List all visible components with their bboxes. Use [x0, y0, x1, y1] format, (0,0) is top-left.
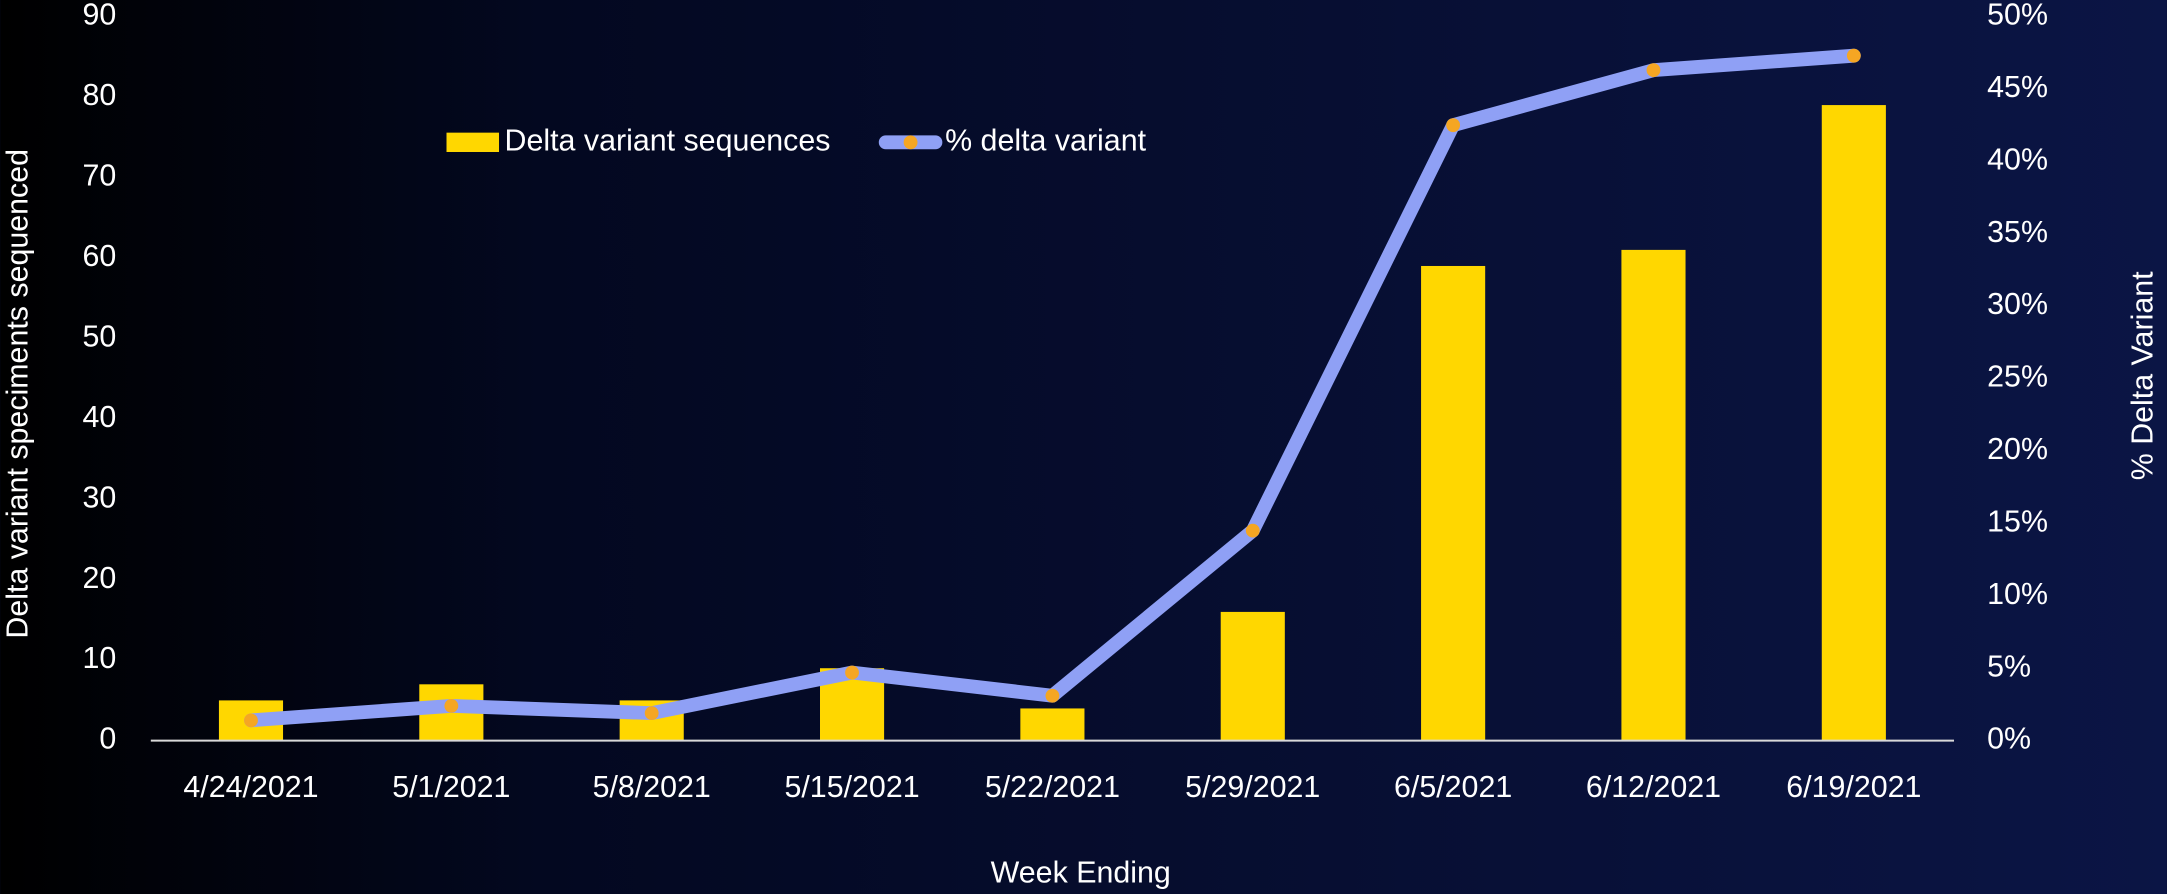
legend-swatch	[446, 132, 500, 152]
x-tick-label: 5/22/2021	[985, 770, 1120, 804]
y-tick-label: 0	[99, 722, 116, 756]
y2-tick-label: 0%	[1987, 722, 2031, 756]
y2-tick-label: 10%	[1987, 577, 2048, 611]
x-tick-label: 5/8/2021	[593, 770, 711, 804]
line-marker	[1646, 63, 1661, 78]
line-marker	[1446, 118, 1461, 133]
line-marker	[1045, 688, 1060, 703]
legend-label: Delta variant sequences	[505, 123, 831, 157]
legend-marker	[903, 135, 918, 150]
y-tick-label: 80	[82, 78, 116, 112]
y-tick-label: 70	[82, 159, 116, 193]
bar	[1421, 265, 1486, 741]
y-tick-label: 30	[82, 480, 116, 514]
y2-axis-title: % Delta Variant	[2126, 271, 2160, 480]
y2-tick-label: 40%	[1987, 142, 2048, 176]
y-axis-title: Delta variant speciments sequenced	[1, 149, 35, 639]
y2-tick-label: 15%	[1987, 504, 2048, 538]
y-tick-label: 90	[82, 0, 116, 32]
bar	[1821, 105, 1886, 741]
line-marker	[644, 706, 659, 721]
line-marker	[1245, 523, 1260, 538]
line-marker	[244, 713, 258, 728]
bar	[1220, 611, 1285, 741]
y2-tick-label: 45%	[1987, 70, 2048, 104]
x-tick-label: 5/1/2021	[392, 770, 510, 804]
y-tick-label: 60	[82, 239, 116, 273]
x-axis-title: Week Ending	[991, 856, 1171, 890]
bar	[1621, 249, 1686, 741]
line-marker	[1846, 48, 1861, 63]
y2-tick-label: 35%	[1987, 215, 2048, 249]
bar	[1020, 708, 1085, 741]
x-tick-label: 5/29/2021	[1185, 770, 1320, 804]
y-tick-label: 40	[82, 400, 116, 434]
legend-label: % delta variant	[945, 123, 1146, 157]
y2-tick-label: 50%	[1987, 0, 2048, 32]
y2-tick-label: 25%	[1987, 360, 2048, 394]
y2-tick-label: 5%	[1987, 649, 2031, 683]
y-tick-label: 20	[82, 561, 116, 595]
x-tick-label: 6/19/2021	[1786, 770, 1921, 804]
line-marker	[845, 665, 859, 680]
y2-tick-label: 20%	[1987, 432, 2048, 466]
line-marker	[444, 698, 459, 713]
x-tick-label: 5/15/2021	[784, 770, 919, 804]
y-tick-label: 10	[82, 641, 116, 675]
x-tick-label: 4/24/2021	[183, 770, 318, 804]
x-tick-label: 6/12/2021	[1586, 770, 1721, 804]
y-tick-label: 50	[82, 319, 116, 353]
y2-tick-label: 30%	[1987, 287, 2048, 321]
x-tick-label: 6/5/2021	[1394, 770, 1512, 804]
